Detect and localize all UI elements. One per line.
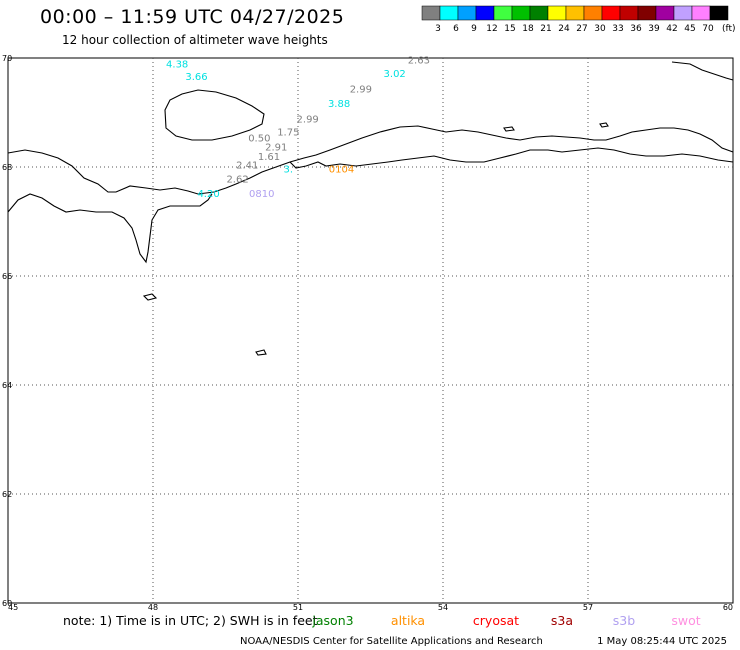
footer-credit: NOAA/NESDIS Center for Satellite Applica…: [240, 636, 543, 647]
legend-swatch: [709, 5, 729, 21]
longitude-tick-label: 54: [438, 603, 448, 612]
legend-label: 9: [471, 24, 477, 34]
wave-height-label: 2.91: [265, 143, 287, 154]
wave-height-label: 1.61: [258, 152, 280, 163]
longitude-tick-label: 60: [723, 603, 733, 612]
legend-swatch: [529, 5, 549, 21]
islet-c: [503, 126, 515, 132]
legend-swatch: [547, 5, 567, 21]
satellite-legend-s3a: s3a: [551, 613, 573, 628]
wave-height-label: 0.50: [248, 133, 270, 144]
legend-swatch: [637, 5, 657, 21]
legend-swatch: [691, 5, 711, 21]
legend-label: 3: [435, 24, 441, 34]
wave-observations: 4.383.662.633.022.993.882.991.750.502.91…: [166, 55, 430, 200]
satellite-legend-cryosat: cryosat: [473, 613, 519, 628]
satellite-legend-s3b: s3b: [613, 613, 635, 628]
legend-label: 6: [453, 24, 459, 34]
map-frame: [7, 57, 734, 604]
islet-a: [142, 293, 158, 301]
wave-height-label: 2.41: [236, 161, 258, 172]
latitude-tick-label: 68: [2, 163, 12, 172]
wave-height-label: 3.: [284, 164, 294, 175]
legend-swatch: [475, 5, 495, 21]
map-grid: [8, 58, 733, 603]
wave-height-label: 2.99: [350, 84, 372, 95]
page-title: 00:00 – 11:59 UTC 04/27/2025: [40, 6, 345, 28]
legend-swatch: [457, 5, 477, 21]
wave-height-label: 3.66: [185, 72, 207, 83]
wave-height-label: 2.99: [297, 114, 319, 125]
legend-label: 30: [594, 24, 606, 34]
legend-label: 33: [612, 24, 623, 34]
legend-label: 27: [576, 24, 587, 34]
legend-label: 36: [630, 24, 642, 34]
peninsula-coastline: [7, 193, 213, 264]
legend-label: 70: [702, 24, 714, 34]
legend-swatch: [655, 5, 675, 21]
kolguev-island: [164, 89, 265, 141]
wave-height-label: 4.38: [166, 59, 188, 70]
wave-height-label: 0810: [249, 189, 274, 200]
longitude-tick-label: 48: [148, 603, 158, 612]
longitude-tick-label: 51: [293, 603, 303, 612]
legend-swatch: [619, 5, 639, 21]
coastline: [7, 61, 734, 356]
legend-label: 45: [684, 24, 695, 34]
wave-height-label: 0104: [329, 164, 354, 175]
legend-swatch: [511, 5, 531, 21]
legend-swatch: [439, 5, 459, 21]
legend-swatch: [583, 5, 603, 21]
longitude-tick-label: 45: [8, 603, 18, 612]
wave-height-label: 1.75: [277, 127, 299, 138]
kanin-nose-coastline: [289, 147, 734, 169]
footer-timestamp: 1 May 08:25:44 UTC 2025: [597, 636, 727, 647]
legend-unit: (ft): [722, 24, 736, 34]
wave-height-label: 2.63: [408, 55, 430, 66]
legend-label: 39: [648, 24, 660, 34]
legend-label: 12: [486, 24, 497, 34]
legend-swatch: [601, 5, 621, 21]
wave-height-label: 4.20: [197, 189, 219, 200]
legend-label: 21: [540, 24, 551, 34]
legend-label: 24: [558, 24, 570, 34]
legend-label: 42: [666, 24, 677, 34]
satellite-legend-altika: altika: [391, 613, 425, 628]
novaya-zemlya-coast: [671, 61, 734, 81]
legend-label: 15: [504, 24, 515, 34]
satellite-legend-swot: swot: [671, 613, 700, 628]
wave-height-label: 3.02: [384, 69, 406, 80]
longitude-tick-label: 57: [583, 603, 593, 612]
latitude-tick-label: 66: [2, 272, 12, 281]
legend-swatch: [493, 5, 513, 21]
latitude-tick-label: 70: [2, 54, 12, 63]
wave-height-label: 2.62: [226, 174, 248, 185]
latitude-tick-label: 64: [2, 381, 12, 390]
islet-d: [599, 122, 609, 128]
page-subtitle: 12 hour collection of altimeter wave hei…: [62, 33, 328, 47]
legend-swatch: [421, 5, 441, 21]
latitude-tick-label: 62: [2, 490, 12, 499]
legend-swatch: [565, 5, 585, 21]
islet-b: [255, 349, 267, 356]
wave-height-label: 3.88: [328, 99, 350, 110]
latitude-tick-label: 60: [2, 599, 12, 608]
mainland-coastline: [7, 125, 734, 195]
color-legend: 3 6 9 12 15 18 21 24 27 30 33 36 39 42 45 70 (ft): [421, 5, 736, 34]
legend-swatch: [673, 5, 693, 21]
satellite-legend-jason3: jason3: [311, 613, 353, 628]
footer-note: note: 1) Time is in UTC; 2) SWH is in fe…: [63, 613, 318, 628]
legend-label: 18: [522, 24, 534, 34]
footer: note: 1) Time is in UTC; 2) SWH is in fe…: [63, 613, 727, 647]
